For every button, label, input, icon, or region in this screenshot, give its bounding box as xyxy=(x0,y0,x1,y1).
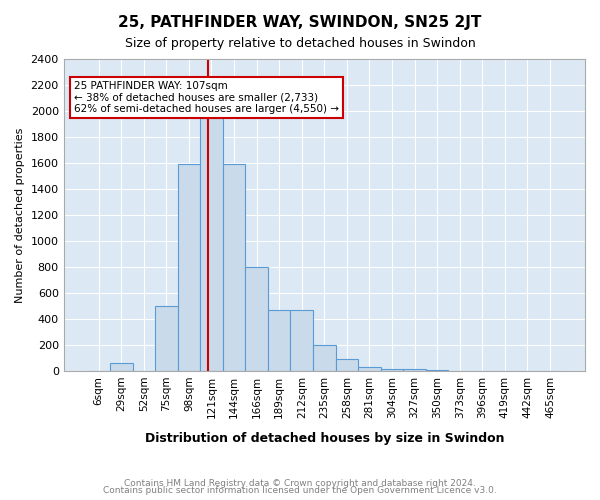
Bar xyxy=(268,310,290,371)
Bar xyxy=(335,359,358,371)
Bar xyxy=(110,364,133,371)
Bar xyxy=(426,370,448,371)
Bar xyxy=(200,118,223,371)
Bar xyxy=(358,367,381,371)
X-axis label: Distribution of detached houses by size in Swindon: Distribution of detached houses by size … xyxy=(145,432,504,445)
Text: 25 PATHFINDER WAY: 107sqm
← 38% of detached houses are smaller (2,733)
62% of se: 25 PATHFINDER WAY: 107sqm ← 38% of detac… xyxy=(74,81,339,114)
Text: Contains HM Land Registry data © Crown copyright and database right 2024.: Contains HM Land Registry data © Crown c… xyxy=(124,478,476,488)
Bar xyxy=(313,345,335,371)
Text: Size of property relative to detached houses in Swindon: Size of property relative to detached ho… xyxy=(125,38,475,51)
Bar xyxy=(155,306,178,371)
Bar xyxy=(223,164,245,371)
Bar xyxy=(403,368,426,371)
Y-axis label: Number of detached properties: Number of detached properties xyxy=(15,128,25,302)
Text: Contains public sector information licensed under the Open Government Licence v3: Contains public sector information licen… xyxy=(103,486,497,495)
Bar xyxy=(381,368,403,371)
Text: 25, PATHFINDER WAY, SWINDON, SN25 2JT: 25, PATHFINDER WAY, SWINDON, SN25 2JT xyxy=(118,15,482,30)
Bar xyxy=(178,164,200,371)
Bar xyxy=(245,267,268,371)
Bar xyxy=(290,310,313,371)
